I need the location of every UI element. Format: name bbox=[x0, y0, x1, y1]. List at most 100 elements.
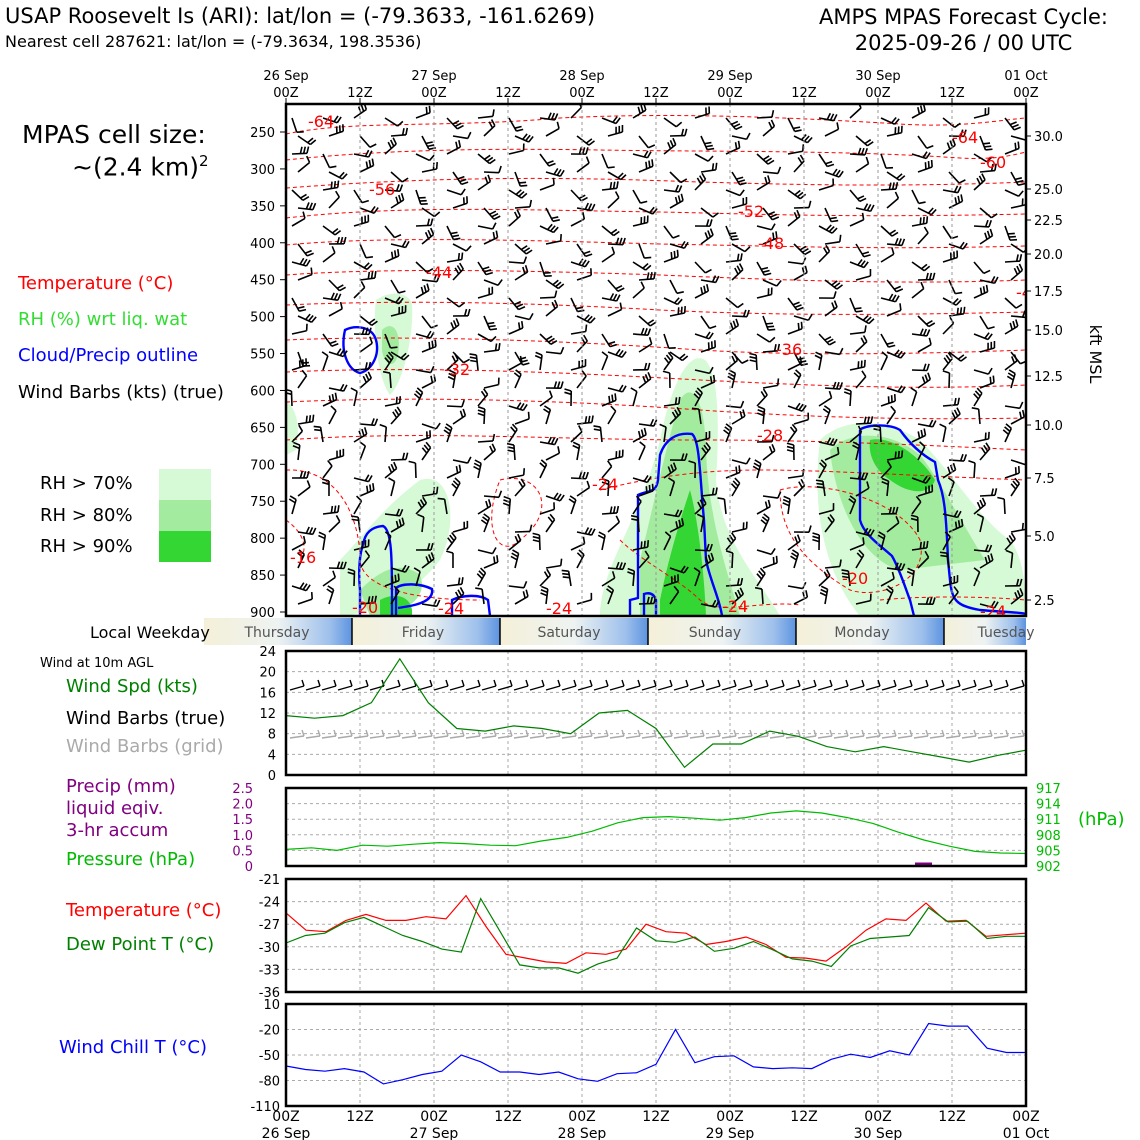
wind-barb-feather bbox=[408, 460, 416, 464]
wind-barb-feather bbox=[987, 554, 991, 563]
wind-barb-feather bbox=[889, 229, 896, 235]
wind-barb-feather bbox=[734, 591, 740, 599]
wind-barb bbox=[514, 595, 529, 605]
wind-barb-feather bbox=[609, 293, 615, 301]
surface-barb-true bbox=[673, 685, 689, 691]
wind-barb bbox=[880, 188, 897, 191]
wind-barb-feather bbox=[665, 354, 672, 362]
wind-barb-feather bbox=[711, 275, 717, 283]
wind-barb-feather bbox=[338, 171, 345, 178]
wind-barb-feather bbox=[946, 142, 951, 150]
wind-barb bbox=[514, 530, 531, 533]
wind-barb-feather bbox=[939, 551, 947, 554]
wind-barb-feather bbox=[647, 371, 652, 380]
surface-barb-feather bbox=[429, 679, 433, 687]
wind-barb-feather bbox=[522, 468, 526, 476]
contour-label: -16 bbox=[290, 548, 316, 567]
wind-barb-feather bbox=[772, 556, 775, 565]
surface-barb-true bbox=[705, 685, 721, 691]
wind-barb bbox=[942, 256, 958, 263]
wind-barb-feather bbox=[545, 335, 553, 341]
wind-barb bbox=[731, 552, 734, 569]
wind-barb-feather bbox=[705, 331, 711, 339]
surface-barb-grid-feather bbox=[749, 729, 753, 737]
wind-barb bbox=[477, 180, 491, 191]
wind-barb-feather bbox=[737, 140, 741, 148]
wind-barb bbox=[452, 202, 468, 209]
wind-barb-feather bbox=[343, 236, 347, 245]
wind-barb-feather bbox=[644, 550, 650, 558]
wind-barb bbox=[539, 296, 556, 299]
wind-barb-feather bbox=[770, 223, 776, 231]
legend-barbs: Wind Barbs (kts) (true) bbox=[18, 382, 224, 403]
wind-barb-feather bbox=[489, 327, 498, 331]
wind-barb-feather bbox=[922, 541, 926, 549]
wind-barb-feather bbox=[680, 453, 685, 461]
wind-barb-feather bbox=[1016, 265, 1021, 273]
wind-barb-feather bbox=[417, 501, 423, 509]
wind-barb-feather bbox=[983, 142, 991, 145]
wind-barb-feather bbox=[673, 250, 676, 258]
wind-barb-feather bbox=[1021, 522, 1024, 531]
wind-barb-feather bbox=[368, 327, 372, 335]
wind-barb bbox=[446, 583, 462, 587]
wind-barb bbox=[421, 315, 432, 329]
wind-barb-feather bbox=[926, 329, 931, 337]
wind-barb-feather bbox=[482, 516, 489, 522]
wind-barb-feather bbox=[736, 176, 744, 180]
wind-barb-feather bbox=[707, 147, 715, 151]
wind-barb-feather bbox=[491, 212, 499, 218]
wind-barb-feather bbox=[622, 562, 627, 570]
wind-barb-feather bbox=[733, 353, 739, 361]
surface-barb-grid bbox=[545, 735, 561, 739]
wind-barb-feather bbox=[797, 157, 803, 164]
wind-barb-feather bbox=[581, 370, 587, 377]
wind-tick-label: 4 bbox=[268, 748, 276, 763]
wind-barb-feather bbox=[925, 272, 929, 280]
wind-barb-feather bbox=[707, 554, 712, 562]
wind-barb bbox=[390, 458, 407, 461]
surface-barb-true bbox=[577, 685, 593, 691]
surface-barb-feather bbox=[605, 679, 609, 687]
wind-barb-feather bbox=[974, 390, 981, 397]
surface-barb-grid bbox=[833, 735, 849, 739]
wind-barb-feather bbox=[613, 230, 620, 237]
wind-barb-feather bbox=[549, 225, 556, 232]
wind-barb bbox=[539, 333, 552, 345]
wind-barb-feather bbox=[525, 589, 529, 597]
wind-barb bbox=[793, 243, 806, 256]
wind-barb-feather bbox=[515, 189, 522, 196]
wind-barb-feather bbox=[643, 328, 648, 336]
wind-barb bbox=[601, 465, 613, 479]
wind-barb bbox=[973, 153, 988, 163]
wind-barb-feather bbox=[395, 508, 401, 516]
surface-barb-grid-feather bbox=[349, 729, 353, 737]
wind-barb-feather bbox=[401, 564, 407, 572]
wind-barb-feather bbox=[735, 466, 738, 474]
wind-barb-feather bbox=[640, 429, 645, 437]
wind-barb bbox=[545, 127, 560, 137]
wind-barb-feather bbox=[459, 587, 465, 594]
legend-cloud: Cloud/Precip outline bbox=[18, 345, 199, 366]
wind-barb-feather bbox=[578, 471, 583, 479]
wind-barb-feather bbox=[363, 262, 370, 269]
wind-barb-feather bbox=[469, 353, 477, 356]
wind-barb-feather bbox=[529, 199, 533, 207]
wind-barb-feather bbox=[741, 359, 749, 364]
wind-barb bbox=[787, 540, 801, 551]
wind-barb bbox=[601, 153, 609, 169]
bottom-hour-label: 00Z bbox=[568, 1109, 595, 1125]
wind-barb bbox=[415, 436, 431, 443]
wind-barb bbox=[787, 261, 803, 265]
wind-barb-feather bbox=[794, 189, 801, 196]
wind-barb-feather bbox=[680, 565, 686, 573]
surface-barb-true bbox=[433, 685, 449, 691]
surface-barb-grid-feather bbox=[381, 729, 385, 737]
wind-barb-feather bbox=[732, 320, 737, 328]
wind-barb-feather bbox=[858, 549, 865, 556]
wind-barb bbox=[607, 521, 620, 533]
wind-barb-feather bbox=[860, 260, 866, 267]
surface-barb-true bbox=[833, 685, 849, 691]
surface-barb-true bbox=[913, 685, 929, 691]
wind-barb-feather bbox=[487, 499, 492, 507]
